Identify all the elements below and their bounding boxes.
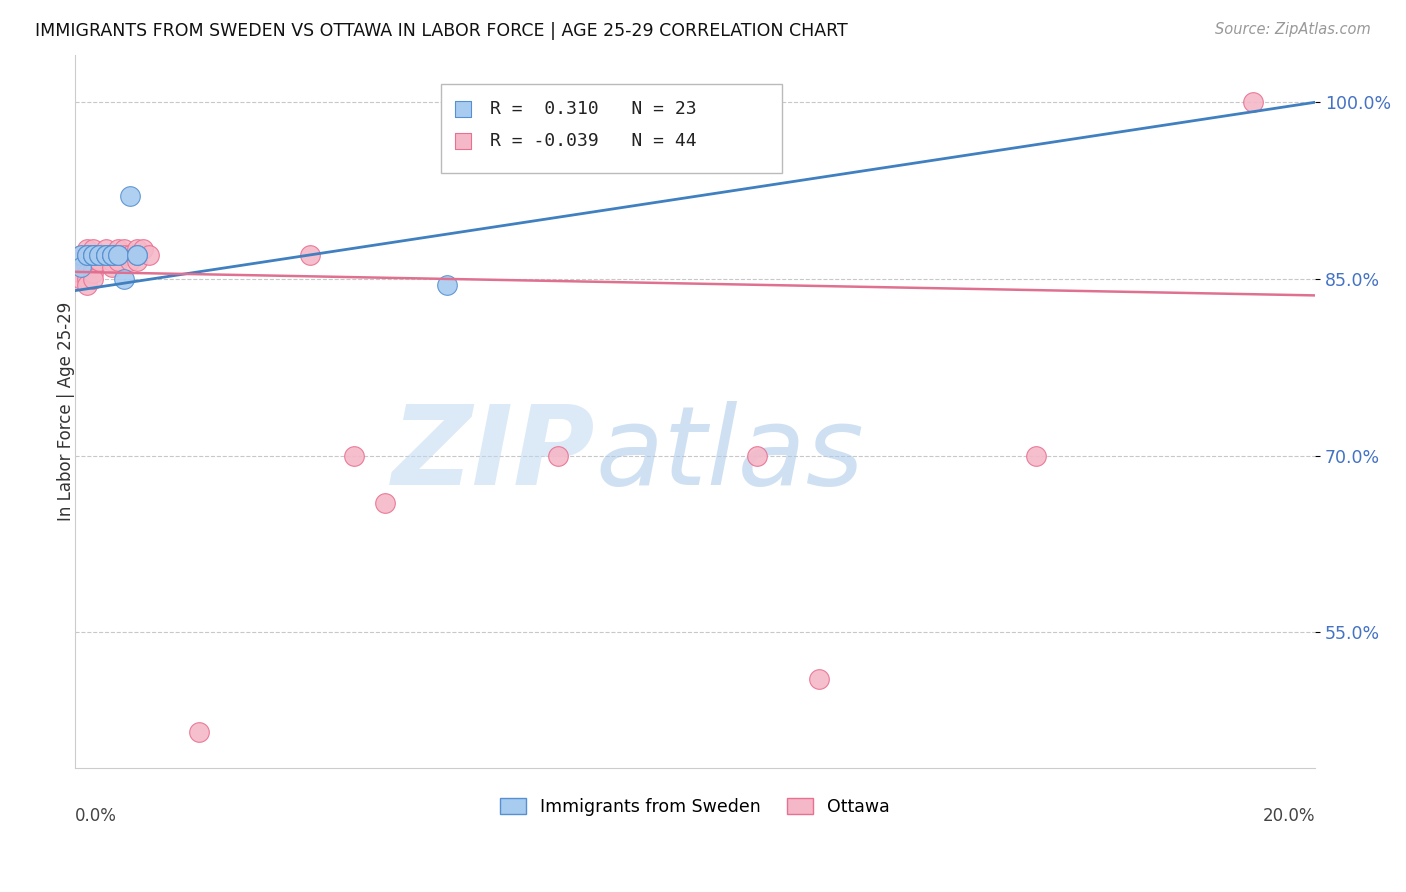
- Point: [69, 248, 91, 262]
- Legend: Immigrants from Sweden, Ottawa: Immigrants from Sweden, Ottawa: [494, 791, 897, 823]
- Point: [82, 272, 104, 286]
- Point: [120, 254, 142, 268]
- Point: [76, 277, 98, 292]
- Point: [107, 254, 129, 268]
- Point: [69, 272, 91, 286]
- Point: [76, 243, 98, 257]
- Point: [299, 248, 322, 262]
- Point: [120, 248, 142, 262]
- Point: [89, 248, 111, 262]
- Point: [132, 243, 155, 257]
- Point: [82, 254, 104, 268]
- Text: IMMIGRANTS FROM SWEDEN VS OTTAWA IN LABOR FORCE | AGE 25-29 CORRELATION CHART: IMMIGRANTS FROM SWEDEN VS OTTAWA IN LABO…: [35, 22, 848, 40]
- Point: [76, 248, 98, 262]
- FancyBboxPatch shape: [440, 84, 782, 173]
- Point: [125, 248, 148, 262]
- Point: [125, 254, 148, 268]
- Text: R =  0.310   N = 23: R = 0.310 N = 23: [491, 100, 697, 118]
- Point: [69, 260, 91, 274]
- Point: [112, 272, 135, 286]
- Point: [100, 248, 122, 262]
- Point: [807, 673, 830, 687]
- Point: [1241, 95, 1264, 110]
- Text: ZIP: ZIP: [392, 401, 596, 508]
- Point: [125, 243, 148, 257]
- Point: [187, 725, 209, 739]
- Point: [100, 260, 122, 274]
- Point: [547, 449, 569, 463]
- Point: [374, 496, 396, 510]
- Point: [89, 254, 111, 268]
- Point: [1025, 449, 1047, 463]
- Point: [82, 248, 104, 262]
- Point: [621, 95, 644, 110]
- Point: [76, 272, 98, 286]
- Point: [112, 248, 135, 262]
- Point: [107, 248, 129, 262]
- Point: [76, 248, 98, 262]
- Point: [76, 266, 98, 280]
- Point: [76, 260, 98, 274]
- Point: [69, 260, 91, 274]
- Point: [69, 248, 91, 262]
- Point: [107, 243, 129, 257]
- Point: [107, 248, 129, 262]
- Point: [69, 266, 91, 280]
- Point: [82, 243, 104, 257]
- Text: atlas: atlas: [596, 401, 865, 508]
- Point: [138, 248, 160, 262]
- Point: [436, 277, 458, 292]
- Text: Source: ZipAtlas.com: Source: ZipAtlas.com: [1215, 22, 1371, 37]
- Text: R = -0.039   N = 44: R = -0.039 N = 44: [491, 132, 697, 150]
- Point: [82, 266, 104, 280]
- Point: [112, 243, 135, 257]
- Point: [82, 248, 104, 262]
- Point: [125, 248, 148, 262]
- Point: [94, 248, 117, 262]
- Point: [100, 248, 122, 262]
- Point: [100, 254, 122, 268]
- Point: [94, 248, 117, 262]
- Y-axis label: In Labor Force | Age 25-29: In Labor Force | Age 25-29: [58, 301, 75, 521]
- Point: [89, 248, 111, 262]
- Text: 0.0%: 0.0%: [75, 807, 117, 825]
- Point: [745, 449, 768, 463]
- Point: [100, 248, 122, 262]
- Point: [94, 248, 117, 262]
- Point: [94, 243, 117, 257]
- Point: [100, 248, 122, 262]
- Point: [94, 248, 117, 262]
- Point: [125, 248, 148, 262]
- Point: [76, 248, 98, 262]
- Point: [82, 248, 104, 262]
- Point: [343, 449, 366, 463]
- Point: [120, 189, 142, 203]
- Point: [107, 248, 129, 262]
- Point: [89, 248, 111, 262]
- Text: 20.0%: 20.0%: [1263, 807, 1315, 825]
- Point: [82, 260, 104, 274]
- Point: [82, 248, 104, 262]
